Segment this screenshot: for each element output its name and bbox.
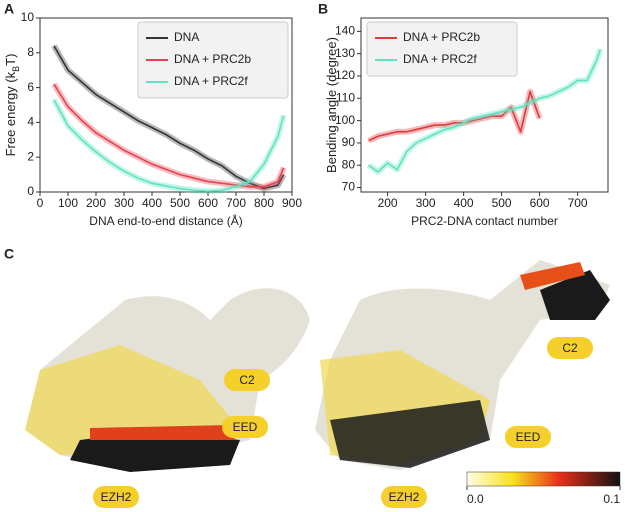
label-tag: [381, 486, 427, 508]
x-tick-label: 700: [568, 196, 588, 210]
region-label: C2: [562, 341, 578, 355]
x-tick-label: 500: [170, 196, 190, 210]
legend-label: DNA + PRC2f: [403, 52, 477, 66]
y-tick-label: 10: [21, 10, 35, 24]
label-tag: [224, 369, 270, 391]
x-tick-label: 300: [416, 196, 436, 210]
x-tick-label: 400: [142, 196, 162, 210]
panel-label: B: [318, 1, 328, 17]
region-label: EED: [233, 420, 258, 434]
series-line: [53, 99, 285, 192]
y-axis-label-part: B: [11, 66, 21, 72]
region-label: C2: [239, 373, 255, 387]
x-tick-label: 200: [86, 196, 106, 210]
x-axis-label: PRC2-DNA contact number: [411, 214, 558, 228]
region-label: EZH2: [101, 490, 132, 504]
y-axis-label-part: Bending angle (degree): [324, 37, 339, 173]
plot-frame: [39, 17, 293, 193]
x-tick-label: 300: [114, 196, 134, 210]
y-tick-label: 0: [27, 184, 34, 198]
colorbar-label: 0.0: [467, 492, 484, 506]
x-tick-label: 200: [378, 196, 398, 210]
molecule-right: [315, 260, 610, 470]
y-tick-label: 4: [27, 115, 34, 129]
legend-box: [137, 21, 289, 99]
y-tick-label: 90: [342, 135, 356, 149]
y-tick-label: 70: [342, 180, 356, 194]
x-tick-label: 400: [454, 196, 474, 210]
y-tick-label: 6: [27, 80, 34, 94]
plot-frame: [360, 17, 609, 193]
series-line: [368, 48, 602, 173]
y-axis-label: Bending angle (degree): [324, 37, 339, 173]
region-label: EED: [516, 430, 541, 444]
colorbar: [466, 471, 621, 487]
y-tick-label: 140: [335, 24, 355, 38]
x-tick-label: 600: [530, 196, 550, 210]
label-tag: [222, 416, 268, 438]
label-tag: [505, 426, 551, 448]
x-axis-label: DNA end-to-end distance (Å): [89, 213, 242, 228]
series-line: [368, 90, 541, 142]
label-tag: [93, 486, 139, 508]
series-line: [53, 45, 285, 190]
y-axis-label: Free energy (kBT): [3, 54, 21, 157]
y-tick-label: 8: [27, 45, 34, 59]
x-tick-label: 800: [254, 196, 274, 210]
y-tick-label: 130: [335, 46, 355, 60]
x-tick-label: 500: [492, 196, 512, 210]
y-tick-label: 110: [336, 90, 355, 104]
y-axis-label-part: Free energy (k: [3, 71, 18, 156]
y-tick-label: 100: [335, 113, 355, 127]
y-tick-label: 80: [342, 157, 356, 171]
legend-label: DNA + PRC2b: [174, 52, 251, 66]
legend-box: [366, 21, 518, 77]
x-tick-label: 700: [226, 196, 246, 210]
y-axis-label-part: T): [3, 54, 18, 66]
legend-label: DNA + PRC2b: [403, 30, 480, 44]
panel-label: A: [4, 1, 14, 17]
series-line: [53, 83, 285, 188]
molecule-left: [25, 288, 310, 472]
x-tick-label: 100: [58, 196, 78, 210]
panel-label: C: [4, 246, 14, 262]
y-tick-label: 120: [335, 68, 355, 82]
colorbar-label: 0.1: [603, 492, 620, 506]
y-tick-label: 2: [27, 149, 34, 163]
x-tick-label: 900: [282, 196, 302, 210]
x-tick-label: 600: [198, 196, 218, 210]
label-tag: [547, 337, 593, 359]
legend-label: DNA + PRC2f: [174, 74, 248, 88]
x-tick-label: 0: [37, 196, 44, 210]
region-label: EZH2: [389, 490, 420, 504]
legend-label: DNA: [174, 30, 199, 44]
